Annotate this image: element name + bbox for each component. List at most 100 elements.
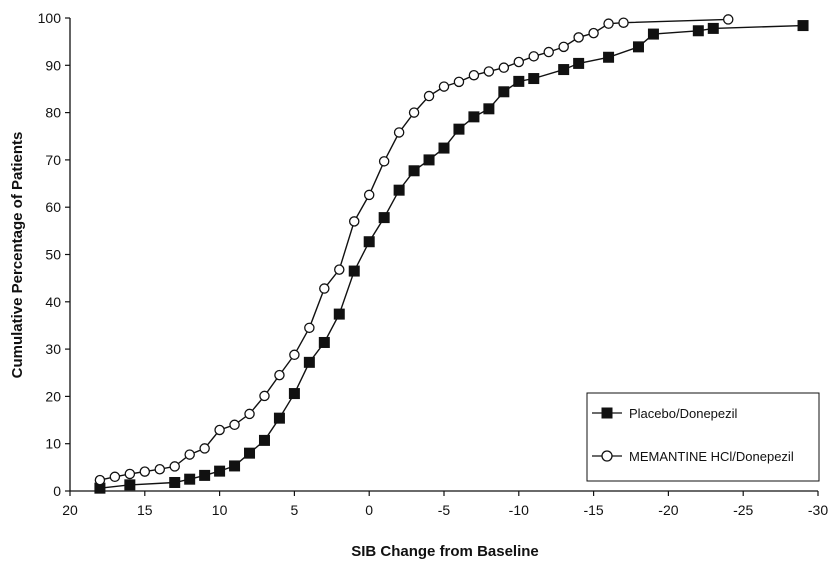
data-point-circle <box>214 424 225 436</box>
data-point-square <box>423 154 435 166</box>
data-point-square <box>169 476 181 488</box>
y-tick-label: 90 <box>45 57 61 73</box>
data-point-circle <box>558 41 569 53</box>
x-tick-label: -15 <box>583 502 603 518</box>
data-point-circle <box>259 390 270 402</box>
y-tick-label: 40 <box>45 294 61 310</box>
y-tick-label: 0 <box>53 483 61 499</box>
data-point-square <box>348 265 360 277</box>
data-point-square <box>647 28 659 40</box>
data-point-circle <box>618 17 629 28</box>
data-point-circle <box>348 216 360 227</box>
data-point-circle <box>304 322 315 334</box>
data-point-square <box>378 212 390 224</box>
y-tick-label: 30 <box>45 341 61 357</box>
data-point-circle <box>244 408 255 420</box>
data-point-square <box>318 336 330 348</box>
data-point-circle <box>199 443 210 454</box>
data-point-square <box>303 356 315 368</box>
data-point-square <box>528 73 540 85</box>
x-tick-label: 10 <box>212 502 228 518</box>
x-axis-title: SIB Change from Baseline <box>351 543 539 560</box>
data-point-circle <box>468 69 480 81</box>
data-point-square <box>199 469 211 481</box>
y-axis: 0 10 20 30 40 50 60 70 80 90 100 <box>38 10 71 499</box>
data-point-circle <box>289 349 300 361</box>
data-point-circle <box>393 127 405 138</box>
data-point-circle <box>378 156 390 167</box>
data-point-square <box>468 111 480 123</box>
data-point-circle <box>423 90 435 102</box>
data-point-circle <box>109 471 121 483</box>
legend-label-placebo: Placebo/Donepezil <box>629 406 738 421</box>
data-point-circle <box>184 449 195 460</box>
x-tick-label: -30 <box>808 502 828 518</box>
data-point-square <box>393 184 405 196</box>
data-point-circle <box>513 56 525 68</box>
data-point-square <box>273 412 285 424</box>
data-point-square <box>483 103 495 115</box>
data-point-square <box>453 123 465 135</box>
x-axis: 20 15 10 5 0 -5 -10 -15 -20 -25 -30 <box>62 490 828 518</box>
data-point-square <box>603 51 615 63</box>
data-point-square <box>214 465 226 477</box>
data-point-square <box>94 482 106 494</box>
legend-marker-memantine <box>601 450 613 462</box>
legend-label-memantine: MEMANTINE HCl/Donepezil <box>629 449 794 464</box>
data-point-square <box>692 25 704 37</box>
y-tick-label: 100 <box>38 10 62 26</box>
data-point-square <box>244 447 256 459</box>
y-tick-label: 60 <box>45 199 61 215</box>
data-point-square <box>707 22 719 34</box>
data-point-circle <box>274 369 285 381</box>
data-point-circle <box>722 14 734 25</box>
x-tick-label: 0 <box>365 502 373 518</box>
series-memantine <box>94 14 734 486</box>
data-point-square <box>797 20 809 32</box>
data-point-square <box>513 75 525 87</box>
data-point-circle <box>543 46 554 58</box>
data-point-circle <box>438 81 450 92</box>
data-point-circle <box>588 27 599 39</box>
data-point-circle <box>154 463 166 475</box>
data-point-circle <box>229 419 240 431</box>
y-tick-label: 20 <box>45 388 61 404</box>
y-tick-label: 70 <box>45 152 61 168</box>
x-tick-label: 5 <box>291 502 299 518</box>
y-tick-label: 50 <box>45 247 61 263</box>
legend: Placebo/Donepezil MEMANTINE HCl/Donepezi… <box>586 392 820 482</box>
x-tick-label: 20 <box>62 502 78 518</box>
x-tick-label: 15 <box>137 502 153 518</box>
data-point-circle <box>94 474 106 486</box>
data-point-square <box>184 473 196 485</box>
data-point-square <box>438 142 450 154</box>
data-point-circle <box>408 107 420 118</box>
legend-entry-memantine: MEMANTINE HCl/Donepezil <box>592 449 794 464</box>
data-point-circle <box>573 32 584 43</box>
x-tick-label: -5 <box>438 502 451 518</box>
data-point-square <box>498 86 510 98</box>
data-point-square <box>573 57 585 69</box>
data-point-square <box>124 479 136 491</box>
data-point-square <box>632 41 644 53</box>
x-tick-label: -20 <box>658 502 678 518</box>
data-point-square <box>408 165 420 177</box>
data-point-circle <box>319 283 330 294</box>
data-point-square <box>258 434 270 446</box>
legend-box <box>586 392 820 482</box>
data-point-square <box>288 388 300 400</box>
data-point-square <box>229 460 241 472</box>
data-point-circle <box>498 62 510 73</box>
data-point-circle <box>334 264 345 275</box>
legend-marker-placebo <box>601 407 613 419</box>
data-point-circle <box>124 468 136 480</box>
data-point-circle <box>169 461 180 472</box>
data-point-circle <box>528 51 540 62</box>
data-point-circle <box>603 18 614 29</box>
data-point-square <box>333 308 345 320</box>
data-point-circle <box>363 189 375 201</box>
x-tick-label: -10 <box>509 502 529 518</box>
data-point-square <box>558 64 570 76</box>
x-tick-label: -25 <box>733 502 753 518</box>
